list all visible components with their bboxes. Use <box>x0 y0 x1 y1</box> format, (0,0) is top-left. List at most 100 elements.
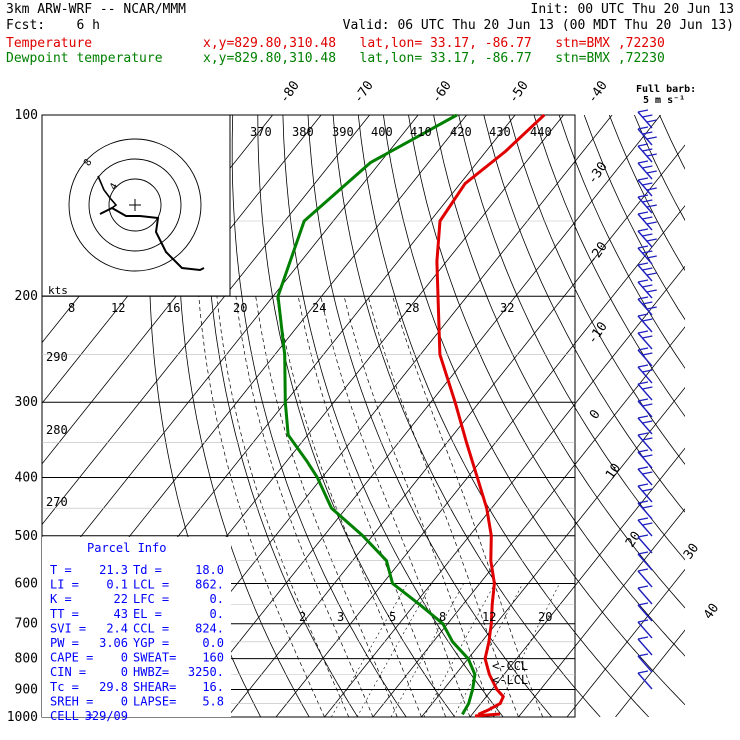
wind-barb-flag <box>646 255 657 259</box>
isotherm-label: -70 <box>351 78 377 106</box>
parcel-row-label: K = <box>50 592 72 606</box>
theta-label: 380 <box>292 125 314 139</box>
dry-adiabat-line <box>357 115 649 717</box>
wind-barb <box>637 281 653 299</box>
wind-barb-flag <box>637 534 649 538</box>
isotherm-line <box>518 508 685 717</box>
parcel-row-value: 43 <box>114 607 128 621</box>
parcel-info-box: Parcel Info T = 21.3 Td = 18.0 LI = 0.1 LCL = 86… <box>42 537 231 723</box>
wind-barb-flag <box>646 204 657 208</box>
hodograph-speed-label: 24 <box>312 301 326 315</box>
parcel-row-label: YGP = <box>133 636 169 650</box>
moist-adiabat-line <box>216 296 350 717</box>
parcel-row-value: 18.0 <box>195 563 224 577</box>
model-title: 3km ARW-WRF -- NCAR/MMM <box>6 2 187 17</box>
temperature-surface <box>474 712 501 718</box>
parcel-row-value: 3250. <box>188 665 224 679</box>
parcel-row-value: 0 <box>121 651 128 665</box>
parcel-row-value: 0. <box>210 607 224 621</box>
wind-barb <box>637 196 653 214</box>
theta-label: 410 <box>410 125 432 139</box>
wind-barb-flag <box>637 245 649 249</box>
wind-barb-flag <box>637 466 649 470</box>
wind-barb-flag <box>642 250 653 254</box>
valid-time: Valid: 06 UTC Thu 20 Jun 13 (00 MDT Thu … <box>342 18 734 33</box>
wind-barb <box>637 570 653 588</box>
wind-barb-flag <box>642 165 653 169</box>
dry-adiabat-line <box>483 115 685 513</box>
hodograph-ring <box>88 158 182 252</box>
mixing-ratio-label: 8 <box>439 610 446 624</box>
wind-barb-flag <box>637 483 649 487</box>
wind-barb <box>637 502 653 520</box>
wind-barb <box>637 621 653 639</box>
wind-barb-flag <box>637 585 649 589</box>
wind-barb-flag <box>637 568 649 572</box>
theta-label: 400 <box>371 125 393 139</box>
theta-label: 430 <box>489 125 511 139</box>
isotherm-label: 40 <box>701 601 722 622</box>
isotherm-label: 30 <box>681 541 702 562</box>
wind-barb-flag <box>646 289 657 293</box>
mixing-ratio-label: 5 <box>389 610 396 624</box>
parcel-row-label: PW = <box>50 636 79 650</box>
parcel-row-value: 5.8 <box>202 694 224 708</box>
parcel-row-label: Tc = <box>50 680 79 694</box>
pressure-label-100: 100 <box>15 108 38 123</box>
parcel-row-label: CAPE = <box>50 651 93 665</box>
wind-barb <box>637 672 653 690</box>
wind-barb <box>637 298 653 316</box>
wind-barb-flag <box>646 187 657 191</box>
pressure-label-500: 500 <box>15 529 38 544</box>
parcel-row-value: 862. <box>195 578 224 592</box>
wind-barb <box>637 145 653 163</box>
dewpoint-profile <box>276 113 477 716</box>
wind-barb-flag <box>637 109 649 113</box>
pressure-label-300: 300 <box>15 395 38 410</box>
theta-label: 420 <box>450 125 472 139</box>
parcel-row-value: 22 <box>114 592 128 606</box>
wind-barb-flag <box>642 267 653 271</box>
wind-barb-flag <box>642 454 653 458</box>
wind-barb <box>637 315 653 333</box>
wind-barb <box>637 485 653 503</box>
hodograph-trace <box>97 175 118 209</box>
pressure-label-600: 600 <box>15 576 38 591</box>
hodograph-speed-label: 20 <box>233 301 247 315</box>
wind-barb <box>637 434 653 452</box>
wind-barb-flag <box>642 216 653 220</box>
hodograph-speed-label: 8 <box>68 301 75 315</box>
isotherm-label: -50 <box>506 78 532 106</box>
dry-adiabat-line <box>608 115 685 272</box>
dry-adiabat-line <box>282 115 504 717</box>
wind-barb-flag <box>637 432 649 436</box>
wind-barb <box>637 553 653 571</box>
parcel-box <box>42 537 231 717</box>
wind-barb-flag <box>637 347 649 351</box>
wind-barb <box>637 264 653 282</box>
wind-barb-flag <box>637 262 649 266</box>
wind-barb-flag <box>637 398 649 402</box>
wind-barb <box>637 638 653 656</box>
dry-adiabat-line <box>659 115 685 170</box>
theta-label: 370 <box>250 125 272 139</box>
wind-barb-flag <box>642 114 653 118</box>
wind-barb-flag <box>637 211 649 215</box>
parcel-row-label: LI = <box>50 578 79 592</box>
isotherm-line <box>42 115 370 526</box>
wind-barb <box>637 366 653 384</box>
isotherm-label: -40 <box>585 78 611 106</box>
isotherm-line <box>469 447 685 717</box>
wind-barb <box>637 213 653 231</box>
hodograph-units: kts <box>48 284 68 297</box>
parcel-row-value: 21.3 <box>99 563 128 577</box>
parcel-row-label: CELL = <box>50 709 93 723</box>
full-barb-units: 5 m s⁻¹ <box>643 95 686 106</box>
wind-barb-flag <box>637 551 649 555</box>
dry-adiabat-line <box>332 115 601 717</box>
wind-barb-flag <box>646 306 657 310</box>
full-barb-label: Full barb: <box>636 84 697 95</box>
isotherm-label: -30 <box>585 159 611 187</box>
wind-barb <box>637 604 653 622</box>
parcel-row-label: SHEAR= <box>133 680 176 694</box>
